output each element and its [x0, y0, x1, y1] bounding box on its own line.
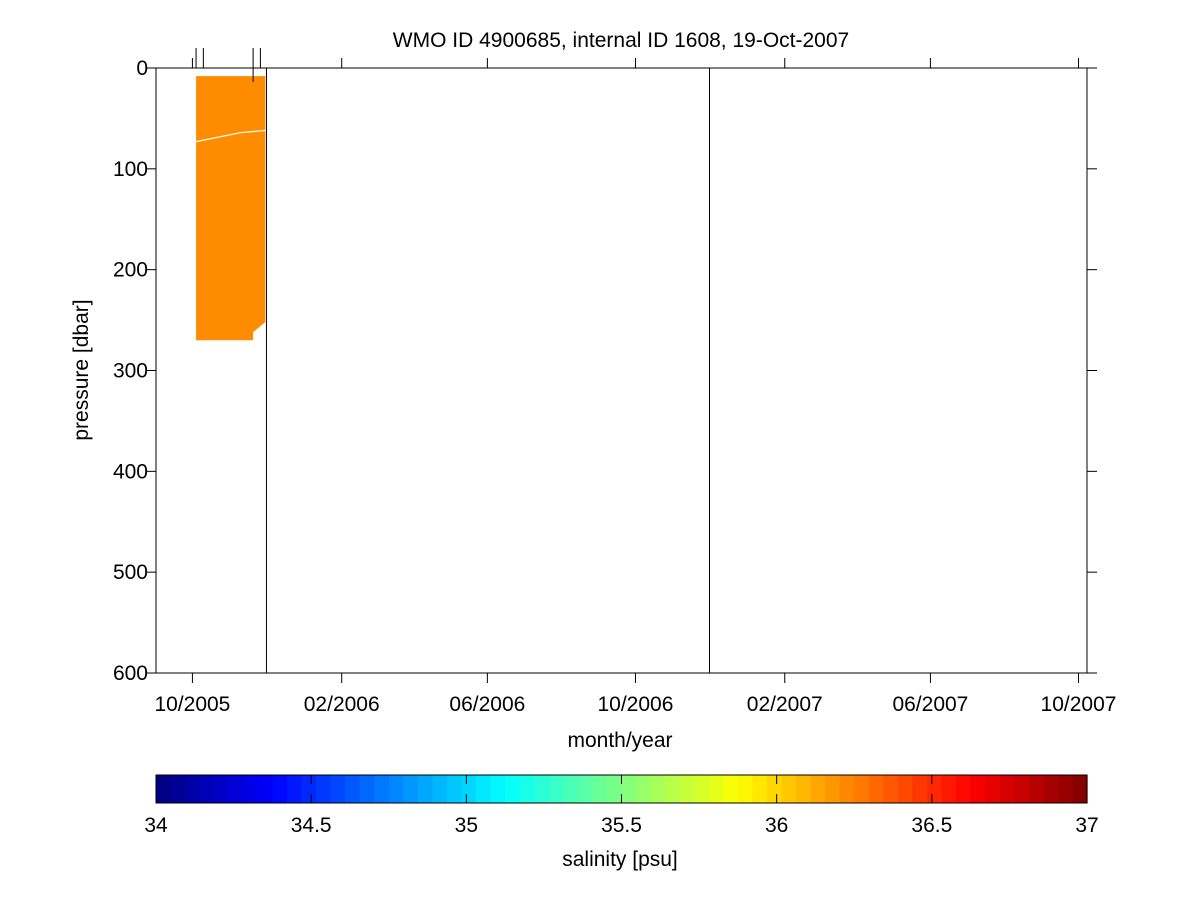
colorbar-swatch [563, 775, 579, 803]
x-axis-label: month/year [567, 729, 672, 752]
colorbar-label: salinity [psu] [562, 848, 678, 871]
colorbar-swatch [257, 775, 273, 803]
colorbar-tick-label: 37 [1075, 814, 1098, 837]
colorbar-swatch [185, 775, 201, 803]
colorbar-swatch [374, 775, 390, 803]
colorbar-swatch [417, 775, 433, 803]
colorbar-swatch [432, 775, 448, 803]
colorbar-swatch [403, 775, 419, 803]
colorbar-swatch [1014, 775, 1030, 803]
colorbar-swatch [199, 775, 215, 803]
colorbar-tick-label: 35.5 [601, 814, 642, 837]
colorbar-tick-label: 36 [765, 814, 788, 837]
colorbar-swatch [505, 775, 521, 803]
colorbar-swatch [650, 775, 666, 803]
salinity-contour-line [195, 129, 266, 143]
y-tick-label: 200 [113, 259, 148, 282]
x-axis: 10/2005 02/2006 06/2006 10/2006 02/2007 06/20… [154, 58, 1116, 716]
colorbar-swatch [316, 775, 332, 803]
y-tick-label: 100 [113, 158, 148, 181]
colorbar-swatch [1043, 775, 1059, 803]
colorbar-swatch [766, 775, 783, 803]
y-tick-label: 500 [113, 561, 148, 584]
plot-frame [155, 67, 1088, 674]
colorbar-swatch [461, 775, 477, 803]
colorbar-swatch [737, 775, 754, 803]
y-tick-label: 0 [136, 57, 148, 80]
colorbar-swatch [708, 775, 724, 803]
x-tick-label: 10/2007 [1041, 693, 1117, 716]
colorbar-swatch [272, 775, 288, 803]
x-tick-label: 06/2007 [892, 693, 968, 716]
colorbar-swatch [286, 775, 303, 803]
colorbar-swatch [476, 775, 492, 803]
plot-area [195, 68, 711, 673]
colorbar: 34 34.5 35 35.5 36 36.5 37 [144, 774, 1099, 837]
colorbar-swatch [490, 775, 506, 803]
colorbar-swatch [621, 775, 637, 803]
colorbar-swatch [577, 775, 594, 803]
colorbar-swatch [243, 775, 259, 803]
colorbar-swatch [796, 775, 812, 803]
colorbar-swatch [970, 775, 986, 803]
colorbar-swatch [810, 775, 826, 803]
colorbar-swatch [345, 775, 361, 803]
colorbar-swatch [359, 775, 375, 803]
colorbar-swatch [592, 775, 608, 803]
profile-markers [195, 48, 261, 82]
x-tick-label: 10/2006 [597, 693, 673, 716]
colorbar-swatch [781, 775, 797, 803]
colorbar-tick-label: 34 [144, 814, 168, 837]
colorbar-tick-label: 35 [455, 814, 478, 837]
colorbar-swatch [330, 775, 346, 803]
colorbar-swatch [854, 775, 870, 803]
colorbar-tick-label: 36.5 [911, 814, 952, 837]
colorbar-swatch [883, 775, 899, 803]
colorbar-swatch [839, 775, 855, 803]
colorbar-swatch [1028, 775, 1044, 803]
salinity-data-block [196, 76, 266, 341]
colorbar-swatch [926, 775, 943, 803]
colorbar-swatch [548, 775, 564, 803]
colorbar-tick-label: 34.5 [291, 814, 332, 837]
colorbar-swatch [679, 775, 695, 803]
colorbar-swatch [956, 775, 972, 803]
y-tick-label: 400 [113, 460, 148, 483]
colorbar-swatch [1057, 775, 1074, 803]
x-tick-label: 10/2005 [154, 693, 230, 716]
colorbar-swatch [534, 775, 550, 803]
colorbar-swatch [446, 775, 463, 803]
colorbar-swatch [606, 775, 623, 803]
colorbar-swatch [868, 775, 884, 803]
colorbar-swatch [1072, 775, 1088, 803]
colorbar-swatch [228, 775, 244, 803]
x-tick-label: 02/2007 [747, 693, 823, 716]
x-tick-label: 06/2006 [449, 693, 525, 716]
colorbar-swatch [636, 775, 652, 803]
colorbar-swatch [301, 775, 317, 803]
colorbar-swatch [723, 775, 739, 803]
y-tick-label: 600 [113, 662, 148, 685]
chart-title: WMO ID 4900685, internal ID 1608, 19-Oct… [393, 29, 849, 52]
colorbar-swatch [912, 775, 928, 803]
y-axis: 0 100 200 300 400 500 600 [113, 57, 1097, 685]
y-axis-label: pressure [dbar] [70, 299, 93, 440]
colorbar-swatch [694, 775, 710, 803]
y-tick-label: 300 [113, 360, 148, 383]
colorbar-swatch [999, 775, 1015, 803]
colorbar-swatch [519, 775, 535, 803]
colorbar-swatch [941, 775, 957, 803]
colorbar-swatch [752, 775, 768, 803]
colorbar-swatch [388, 775, 404, 803]
colorbar-swatch [156, 775, 172, 803]
colorbar-swatch [665, 775, 681, 803]
colorbar-swatch [825, 775, 841, 803]
x-tick-label: 02/2006 [304, 693, 380, 716]
colorbar-swatch [170, 775, 186, 803]
colorbar-swatch [214, 775, 230, 803]
colorbar-swatch [985, 775, 1001, 803]
colorbar-swatch [897, 775, 914, 803]
